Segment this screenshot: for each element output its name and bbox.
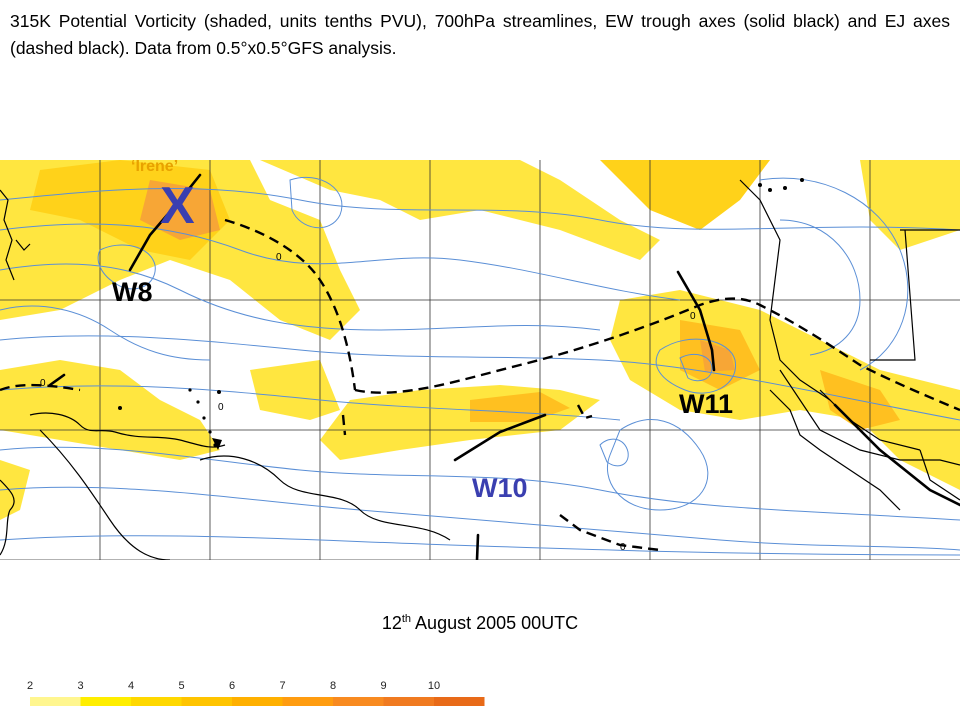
scale-tick-label: 4 [127, 680, 135, 692]
scale-bars [30, 697, 485, 706]
storm-center-mark: X [160, 177, 195, 235]
scale-color-bin [232, 697, 283, 706]
scale-color-bin [131, 697, 182, 706]
scale-color-bin [181, 697, 232, 706]
wave-label-w10: W10 [472, 473, 528, 503]
trough-axis-w11 [676, 270, 716, 372]
coastlines [0, 179, 960, 560]
date-rest: August 2005 00UTC [411, 613, 579, 633]
figure-caption: 315K Potential Vorticity (shaded, units … [10, 11, 950, 58]
scale-tick-label: 8 [329, 680, 337, 692]
date-suffix: th [401, 613, 412, 625]
scale-color-bin [434, 697, 485, 706]
islands [118, 178, 804, 450]
date-day: 12 [381, 613, 402, 633]
scale-color-bin [80, 697, 131, 706]
scale-tick-label: 10 [427, 680, 441, 692]
storm-name-label: ‘Irene’ [131, 158, 179, 175]
scale-tick-label: 5 [178, 680, 185, 692]
scale-color-bin [282, 697, 333, 706]
contour-labels: 0 0 0 0 0 0 [40, 252, 696, 553]
pv-shading [0, 160, 960, 520]
scale-color-bin [383, 697, 434, 706]
scale-tick-label: 7 [279, 680, 286, 692]
wave-label-w8: W8 [112, 277, 153, 307]
scale-tick-label: 3 [77, 680, 84, 692]
scale-tick-label: 6 [228, 680, 236, 692]
scale-tick-label: 2 [26, 680, 34, 692]
trough-axis-w8 [128, 173, 202, 272]
trough-axes [48, 173, 960, 560]
contour-label: 0 [218, 402, 224, 413]
pv-color-scale [30, 697, 485, 706]
jet-axes [0, 218, 960, 552]
contour-label: 0 [276, 252, 282, 263]
contour-label: 0 [620, 542, 626, 553]
contour-label: 0 [40, 378, 46, 389]
streamlines [0, 176, 960, 556]
contour-label: 0 [690, 311, 696, 322]
analysis-date: 12th August 2005 00UTC [0, 613, 960, 634]
map-grid [0, 160, 960, 560]
pv-streamline-map: 0 0 0 0 0 0 [0, 160, 960, 560]
trough-axis-w10 [453, 413, 547, 462]
scale-tick-label: 9 [380, 680, 387, 692]
scale-color-bin [30, 697, 81, 706]
scale-color-bin [333, 697, 384, 706]
trough-axis-w10-south [475, 533, 480, 560]
trough-axis-africa [833, 403, 960, 507]
wave-label-w11: W11 [679, 389, 734, 419]
